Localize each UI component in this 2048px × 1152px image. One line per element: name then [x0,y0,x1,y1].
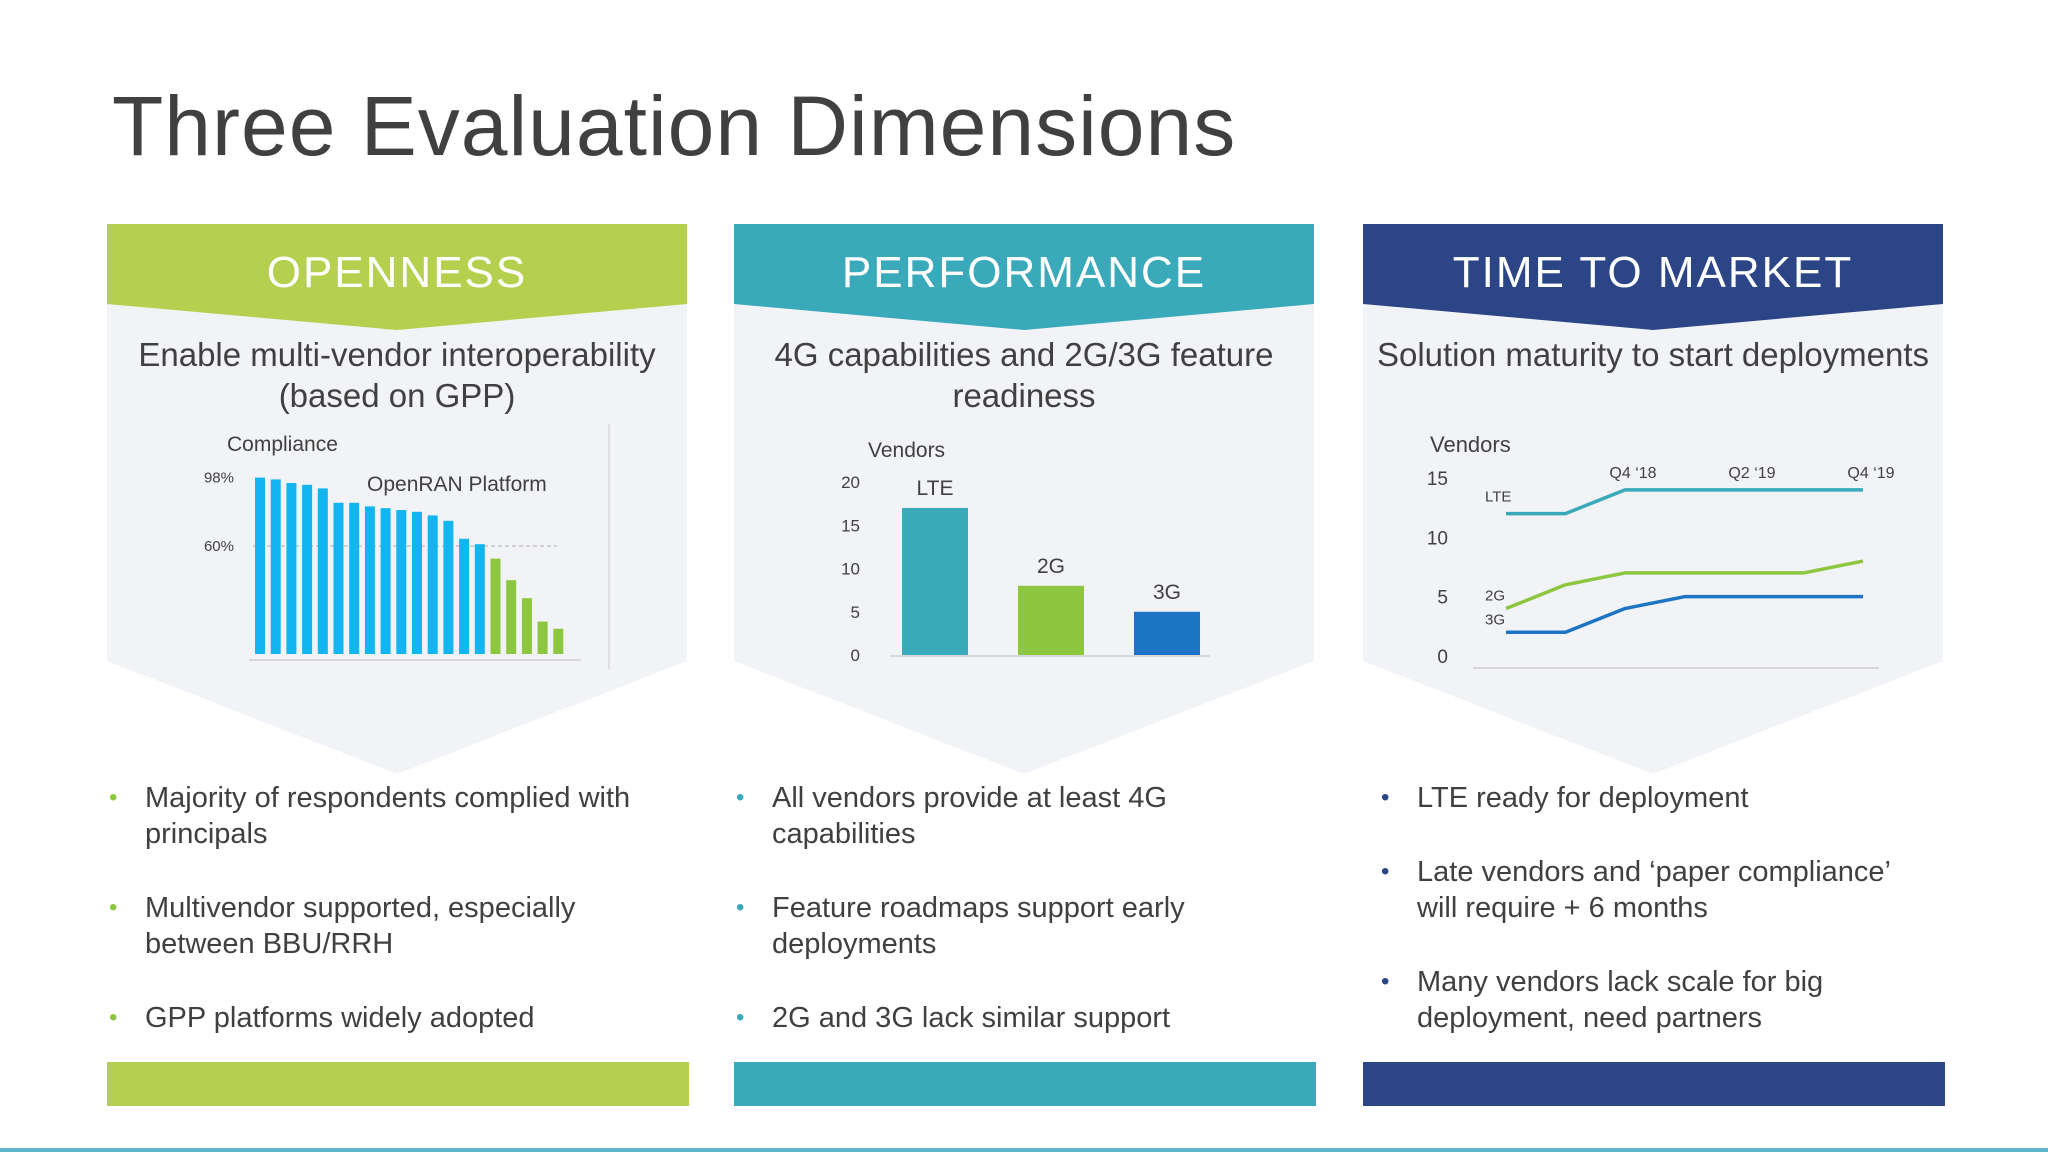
chart-bar [490,558,501,654]
y-tick-label: 0 [1437,647,1448,668]
y-tick-label: 60% [204,538,234,555]
bullet-item: • 2G and 3G lack similar support [736,1000,1292,1036]
bullet-text: Multivendor supported, especially betwee… [145,892,576,960]
vendor-bar-chart: Vendors 0 5 10 15 20 LTE 2G 3G [841,439,1210,665]
bullet-item: • All vendors provide at least 4G capabil… [736,780,1292,852]
openness-column: OPENNESS Enable multi-vendor interoperab… [107,224,689,1106]
chart-title: OpenRAN Platform [367,473,547,496]
y-axis-label: Vendors [868,439,945,462]
bullet-dot-icon: • [109,1004,118,1031]
bullet-item: • Majority of respondents complied with p… [109,780,665,852]
openness-subtitle: Enable multi-vendor interoperability (ba… [138,336,656,414]
vendor-timeline-chart: Vendors 0 5 10 15 Q4 ‘18 Q2 ‘19 Q4 ‘19 LTE 2G 3G [1427,432,1895,669]
chart-bar [412,511,422,654]
y-tick-label: 5 [1437,588,1448,609]
chart-bar [553,628,564,654]
bullet-item: • GPP platforms widely adopted [109,1000,665,1036]
series-label: LTE [1485,489,1511,506]
bullet-dot-icon: • [736,1004,745,1031]
series-line [1506,488,1863,516]
chart-bar [474,544,485,654]
chart-bar [521,598,532,654]
bullet-text: Late vendors and ‘paper compliance’ will… [1417,856,1890,924]
compliance-chart: Compliance OpenRAN Platform 98% 60% [204,424,610,669]
footer-line [0,1148,2048,1152]
chart-bar [443,520,454,654]
bullet-text: 2G and 3G lack similar support [772,1002,1171,1034]
bullet-dot-icon: • [1381,784,1390,811]
performance-subtitle: 4G capabilities and 2G/3G feature readin… [774,336,1274,414]
chart-bar [1134,611,1200,655]
chart-bar [270,479,281,654]
chart-bar [349,502,360,654]
y-tick-label: 10 [841,560,860,579]
y-tick-label: 10 [1427,528,1448,549]
chart-bar [1018,585,1084,655]
time-to-market-banner: TIME TO MARKET [1363,224,1943,330]
x-tick-label: Q4 ‘19 [1847,465,1894,482]
y-axis-label: Compliance [227,433,338,456]
series-label: 2G [1485,588,1505,605]
bullet-item: • Feature roadmaps support early deployme… [736,890,1292,962]
bullet-text: LTE ready for deployment [1417,782,1749,814]
performance-bottom-bar [734,1062,1316,1106]
bullet-dot-icon: • [1381,858,1390,885]
chart-bar [302,484,313,654]
openness-header: OPENNESS [266,248,528,297]
bullet-dot-icon: • [109,894,118,921]
chart-bar [380,508,391,654]
series-label: 3G [1485,611,1505,628]
y-tick-label: 20 [841,473,860,492]
bullet-dot-icon: • [109,784,118,811]
bullet-item: • LTE ready for deployment [1381,780,1917,816]
page-title: Three Evaluation Dimensions [112,79,1237,173]
chart-bar [902,507,968,655]
bullet-dot-icon: • [1381,968,1390,995]
series-line [1505,559,1864,611]
chart-bar [286,483,297,654]
x-tick-label: Q4 ‘18 [1609,465,1656,482]
performance-header: PERFORMANCE [841,248,1207,297]
chart-bar [537,621,548,654]
performance-banner: PERFORMANCE [734,224,1314,330]
y-tick-label: 15 [841,516,860,535]
chart-bar [396,510,407,654]
performance-column: PERFORMANCE 4G capabilities and 2G/3G fe… [734,224,1316,1106]
y-tick-label: 15 [1427,469,1448,490]
chart-bar [255,477,265,654]
bullet-item: • Multivendor supported, especially betwe… [109,890,665,962]
openness-bottom-bar [107,1062,689,1106]
bar-label: 3G [1153,581,1181,604]
chart-bar [333,502,344,654]
chart-bar [317,488,328,654]
time-to-market-header: TIME TO MARKET [1452,248,1854,297]
bullet-dot-icon: • [736,894,745,921]
bar-label: LTE [917,477,954,500]
bullet-item: • Many vendors lack scale for big deploym… [1381,964,1917,1036]
time-to-market-bottom-bar [1363,1062,1945,1106]
bullet-text: All vendors provide at least 4G capabili… [772,782,1167,850]
bullet-text: Many vendors lack scale for big deployme… [1417,966,1824,1034]
x-tick-label: Q2 ‘19 [1728,465,1775,482]
y-tick-label: 98% [204,470,234,487]
y-tick-label: 5 [851,603,860,622]
series-line [1506,594,1863,635]
y-axis-label: Vendors [1430,432,1511,457]
chart-bar [459,538,470,654]
time-to-market-column: TIME TO MARKET Solution maturity to star… [1363,224,1945,1106]
y-tick-label: 0 [851,646,860,665]
chart-bar [427,515,438,654]
chart-bar [364,506,375,654]
bullet-text: Majority of respondents complied with pr… [145,782,631,850]
openness-banner: OPENNESS [107,224,687,330]
bullet-dot-icon: • [736,784,745,811]
bar-label: 2G [1037,555,1065,578]
bullet-text: Feature roadmaps support early deploymen… [772,892,1185,960]
bullet-item: • Late vendors and ‘paper compliance’ wil… [1381,854,1917,926]
bullet-text: GPP platforms widely adopted [145,1002,535,1034]
chart-bar [506,580,517,654]
time-to-market-subtitle: Solution maturity to start deployments [1376,336,1930,373]
